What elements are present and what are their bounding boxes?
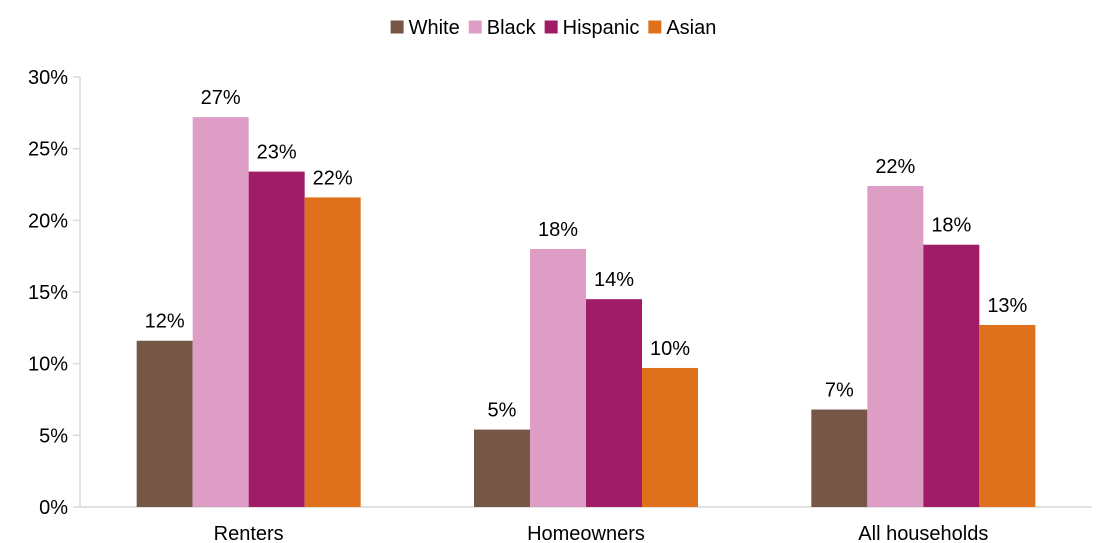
bar-white-homeowners <box>474 429 530 507</box>
bar-asian-all-households <box>979 324 1036 507</box>
bar-hispanic-renters <box>248 171 305 507</box>
bars-layer <box>136 117 1036 507</box>
y-tick-label: 0% <box>39 497 68 519</box>
y-tick-label: 15% <box>28 282 68 304</box>
y-axis: 0% 5% 10% 15% 20% 25% 30% <box>28 67 81 519</box>
data-label: 27% <box>201 87 241 109</box>
chart-legend: White Black Hispanic Asian <box>390 17 716 39</box>
bar-black-all-households <box>867 185 924 507</box>
legend-label-hispanic: Hispanic <box>563 17 640 39</box>
y-tick-label: 30% <box>28 67 68 89</box>
data-label: 10% <box>650 338 690 360</box>
bar-black-homeowners <box>530 249 586 507</box>
bar-asian-homeowners <box>642 367 698 507</box>
bar-asian-renters <box>304 197 361 507</box>
bar-white-all-households <box>811 409 868 507</box>
x-category-label: Renters <box>214 523 284 543</box>
legend-swatch-asian <box>648 20 662 34</box>
legend-swatch-white <box>390 20 404 34</box>
legend-label-white: White <box>409 17 460 39</box>
data-label: 22% <box>875 156 915 178</box>
y-tick-label: 10% <box>28 354 68 376</box>
x-category-label: All households <box>858 523 988 543</box>
x-axis: Renters Homeowners All households <box>80 506 1092 543</box>
bar-white-renters <box>136 340 193 507</box>
bar-black-renters <box>192 117 249 507</box>
x-category-label: Homeowners <box>527 523 645 543</box>
data-label: 18% <box>538 219 578 241</box>
data-label: 22% <box>313 167 353 189</box>
data-label: 7% <box>825 380 854 402</box>
data-label: 12% <box>145 311 185 333</box>
legend-swatch-hispanic <box>544 20 558 34</box>
data-label: 13% <box>987 295 1027 317</box>
data-label: 14% <box>594 269 634 291</box>
y-tick-label: 5% <box>39 425 68 447</box>
legend-label-black: Black <box>487 17 537 39</box>
y-tick-label: 20% <box>28 210 68 232</box>
data-label: 18% <box>931 215 971 237</box>
legend-label-asian: Asian <box>666 17 716 39</box>
data-label: 23% <box>257 142 297 164</box>
data-label: 5% <box>488 400 517 422</box>
bar-hispanic-all-households <box>923 244 980 507</box>
bar-hispanic-homeowners <box>586 299 642 507</box>
legend-swatch-black <box>468 20 482 34</box>
y-tick-label: 25% <box>28 139 68 161</box>
data-labels-layer: 12% 27% 23% 22% 5% 18% 14% 10% 7% 22% 18% 13% <box>145 87 1028 421</box>
